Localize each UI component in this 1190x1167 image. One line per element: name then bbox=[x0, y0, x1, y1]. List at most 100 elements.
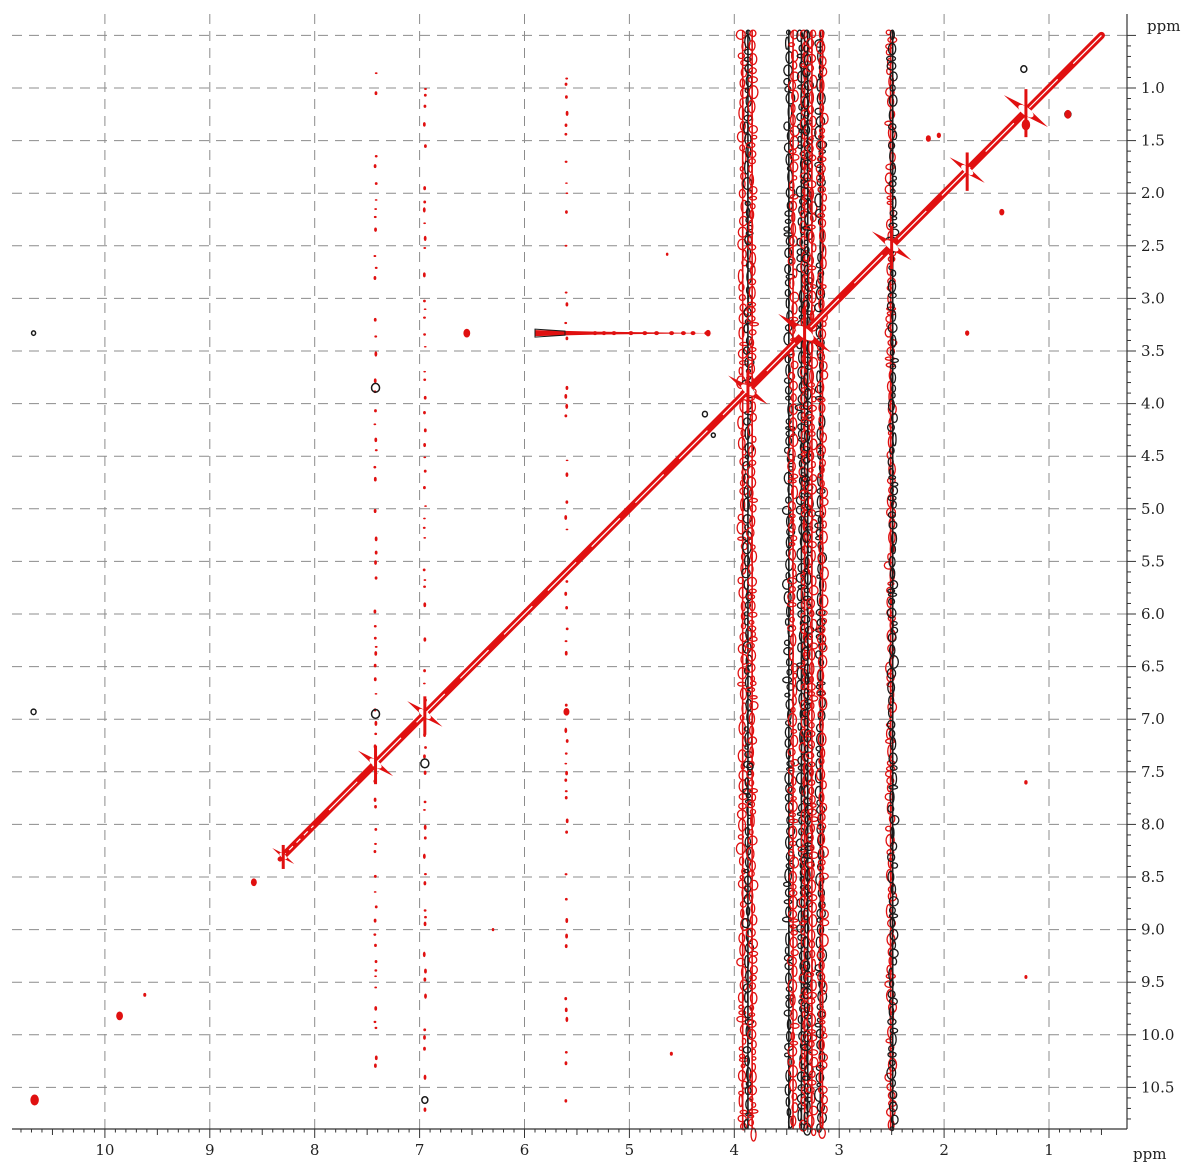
streak-dot bbox=[565, 77, 569, 80]
cross-peak-23 bbox=[1024, 780, 1028, 785]
streak-contour bbox=[748, 459, 757, 466]
streak-dot bbox=[422, 853, 426, 859]
streak-dot bbox=[374, 720, 378, 726]
streak-dot bbox=[424, 144, 427, 148]
streak-dot bbox=[373, 275, 377, 280]
streak-dot bbox=[564, 727, 568, 734]
streak-contour bbox=[808, 585, 819, 596]
streak-contour bbox=[788, 42, 796, 48]
streak-contour bbox=[803, 462, 809, 477]
streak-contour bbox=[748, 329, 757, 336]
streak-contour bbox=[802, 983, 811, 989]
streak-contour bbox=[818, 543, 824, 554]
streak-contour bbox=[749, 264, 756, 276]
streak-contour bbox=[751, 435, 757, 443]
streak-contour bbox=[786, 601, 797, 608]
streak-contour bbox=[816, 951, 825, 960]
streak-contour bbox=[804, 246, 810, 254]
streak-contour bbox=[888, 530, 896, 545]
cross-peak-14 bbox=[746, 762, 754, 771]
streak-contour bbox=[816, 668, 825, 683]
streak-contour bbox=[750, 903, 756, 914]
streak-contour bbox=[810, 549, 816, 562]
streak-contour bbox=[887, 707, 894, 719]
streak-contour bbox=[790, 734, 799, 748]
streak-contour bbox=[782, 881, 792, 888]
streak-contour bbox=[805, 38, 815, 48]
streak-contour bbox=[797, 144, 804, 150]
streak-contour bbox=[820, 1095, 828, 1105]
streak-dot bbox=[423, 1046, 426, 1051]
streak-contour bbox=[798, 973, 808, 984]
streak-contour bbox=[743, 554, 751, 567]
cross-peak-4 bbox=[250, 878, 257, 887]
streak-contour bbox=[889, 363, 897, 370]
streak-contour bbox=[796, 237, 804, 247]
streak-contour bbox=[736, 1015, 747, 1023]
streak-contour bbox=[789, 1040, 799, 1046]
streak-contour bbox=[751, 1048, 757, 1056]
streak-contour bbox=[889, 149, 894, 163]
streak-contour bbox=[809, 29, 817, 39]
streak-contour bbox=[748, 488, 754, 499]
streak-contour bbox=[788, 200, 798, 211]
streak-contour bbox=[889, 928, 899, 941]
streak-contour bbox=[803, 239, 809, 246]
streak-contour bbox=[888, 446, 895, 455]
streak-dot bbox=[423, 1107, 427, 1112]
streak-contour bbox=[789, 856, 800, 869]
streak-dot bbox=[423, 410, 426, 415]
streak-contour bbox=[802, 124, 811, 136]
streak-contour bbox=[807, 271, 815, 286]
streak-contour bbox=[739, 943, 746, 957]
streak-dot bbox=[423, 247, 427, 249]
streak-contour bbox=[785, 748, 792, 760]
streak-contour bbox=[745, 927, 756, 938]
streak-contour bbox=[891, 862, 899, 869]
streak-contour bbox=[783, 121, 791, 131]
streak-contour bbox=[801, 709, 810, 718]
streak-contour bbox=[818, 683, 823, 690]
streak-contour bbox=[748, 497, 759, 504]
streak-contour bbox=[814, 522, 824, 529]
streak-contour bbox=[792, 685, 798, 696]
streak-contour bbox=[745, 1067, 752, 1082]
streak-contour bbox=[819, 479, 825, 488]
cross-peak-13 bbox=[710, 432, 717, 439]
streak-contour bbox=[749, 209, 755, 220]
streak-dot bbox=[565, 336, 569, 341]
streak-contour bbox=[887, 614, 896, 622]
streak-contour bbox=[890, 412, 898, 424]
streak-contour bbox=[821, 580, 827, 592]
streak-contour bbox=[808, 136, 814, 142]
streak-contour bbox=[796, 29, 804, 42]
streak-contour bbox=[744, 836, 752, 848]
streak-contour bbox=[788, 433, 799, 448]
streak-contour bbox=[807, 381, 815, 388]
streak-dot bbox=[565, 818, 569, 824]
streak-contour bbox=[790, 29, 799, 40]
streak-dot bbox=[564, 244, 568, 247]
streak-contour bbox=[749, 412, 758, 422]
streak-contour bbox=[744, 617, 749, 626]
streak-contour bbox=[749, 321, 760, 327]
streak-contour bbox=[818, 879, 824, 893]
streak-dot bbox=[423, 536, 427, 539]
streak-contour bbox=[784, 692, 791, 698]
streak-contour bbox=[744, 601, 752, 610]
streak-contour bbox=[815, 767, 826, 782]
streak-contour bbox=[820, 980, 828, 995]
streak-contour bbox=[787, 256, 796, 266]
streak-contour bbox=[820, 1104, 828, 1115]
streak-contour bbox=[738, 856, 745, 866]
y-tick-label-10.0: 10.0 bbox=[1141, 1026, 1174, 1044]
streak-contour bbox=[886, 607, 897, 619]
streak-contour bbox=[817, 351, 826, 362]
streak-contour bbox=[815, 163, 826, 174]
streak-contour bbox=[803, 44, 810, 53]
streak-dot bbox=[373, 797, 377, 802]
streak-contour bbox=[748, 346, 757, 353]
streak-contour bbox=[744, 1055, 751, 1067]
streak-contour bbox=[888, 474, 897, 480]
streak-dot bbox=[423, 378, 427, 381]
